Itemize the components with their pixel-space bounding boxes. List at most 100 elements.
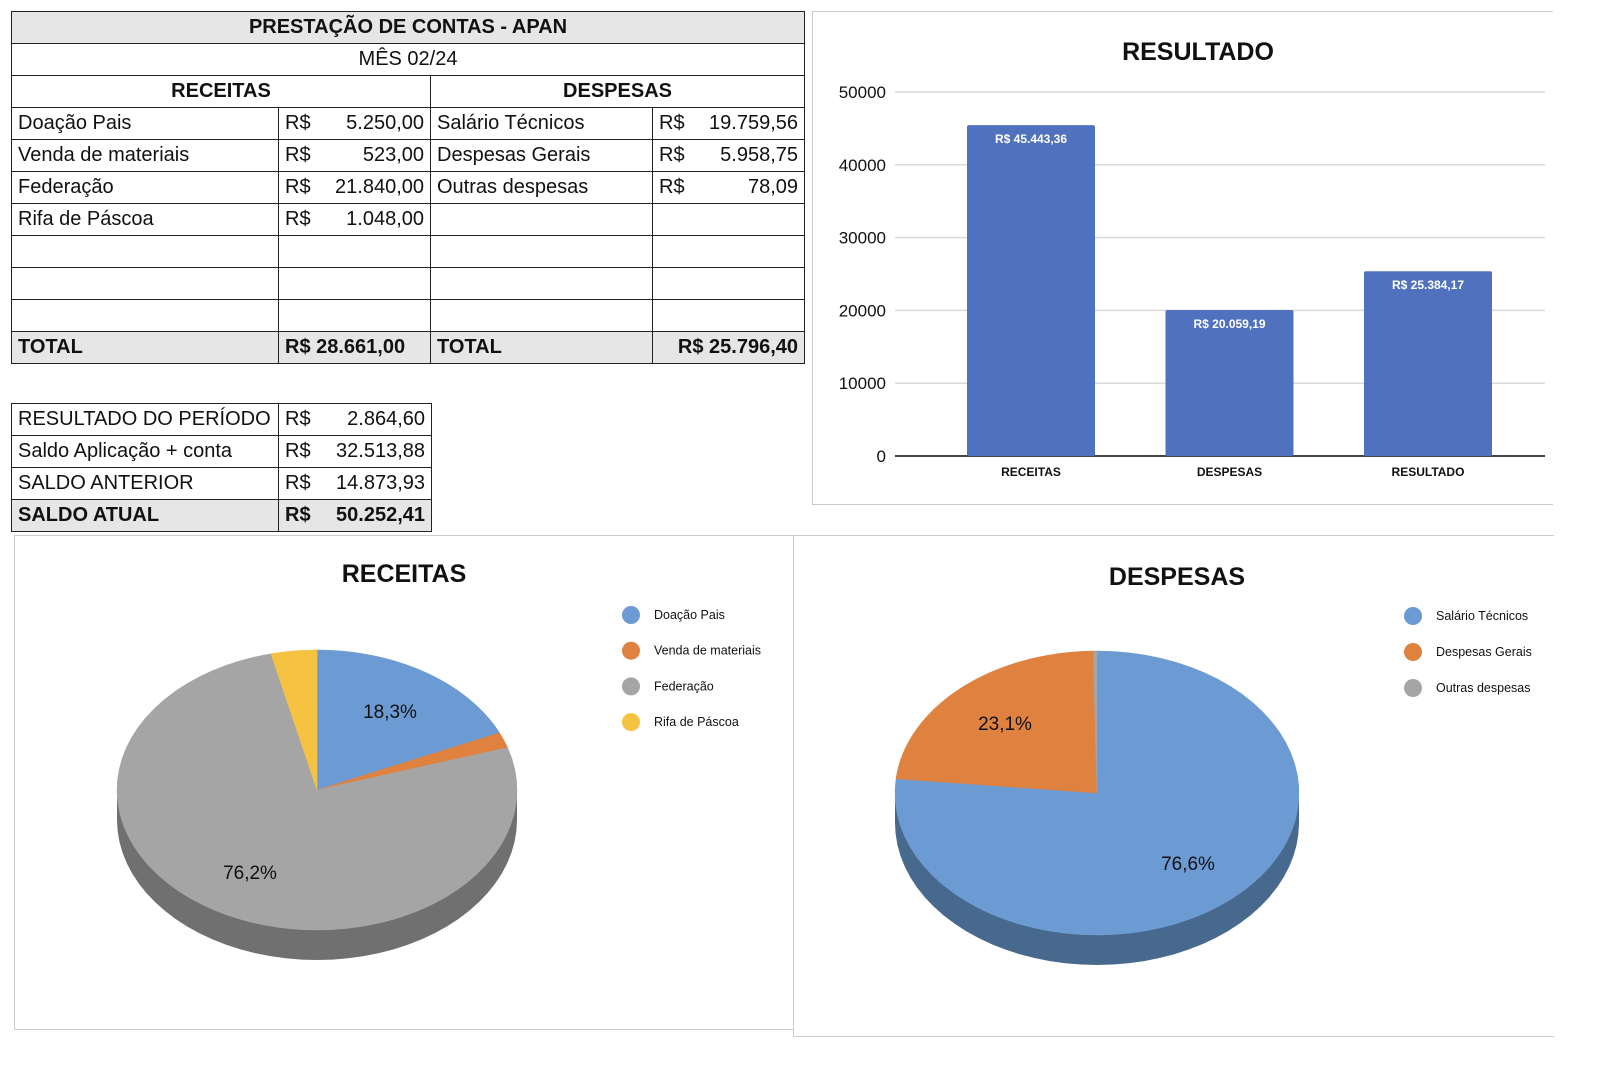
legend-label: Despesas Gerais bbox=[1436, 645, 1532, 659]
pie-slice-side bbox=[117, 790, 517, 960]
currency-symbol: R$ bbox=[285, 112, 311, 134]
summary-table: RESULTADO DO PERÍODO R$ 2.864,60 Saldo Apli… bbox=[11, 403, 432, 532]
currency-symbol: R$ bbox=[659, 144, 685, 166]
despesa-value bbox=[651, 203, 806, 236]
amount: 32.513,88 bbox=[336, 440, 425, 462]
currency-symbol: R$ bbox=[659, 176, 685, 198]
legend-marker bbox=[1404, 679, 1422, 697]
legend-marker bbox=[1404, 643, 1422, 661]
summary-label: RESULTADO DO PERÍODO bbox=[11, 403, 279, 436]
y-tick-label: 10000 bbox=[839, 374, 886, 393]
amount: 21.840,00 bbox=[335, 176, 424, 198]
month-label: MÊS 02/24 bbox=[10, 43, 806, 76]
summary-label: SALDO ANTERIOR bbox=[11, 467, 279, 500]
legend-label: Doação Pais bbox=[654, 608, 725, 622]
bar-chart-title: RESULTADO bbox=[1122, 38, 1274, 66]
amount: 78,09 bbox=[747, 176, 799, 198]
accounts-table: PRESTAÇÃO DE CONTAS - APAN MÊS 02/24 REC… bbox=[10, 11, 806, 364]
legend-label: Outras despesas bbox=[1436, 681, 1531, 695]
summary-value: R$ 32.513,88 bbox=[278, 435, 432, 468]
amount: 5.958,75 bbox=[720, 144, 799, 166]
pie-slice bbox=[894, 650, 1300, 936]
despesa-value: R$ 78,09 bbox=[651, 171, 806, 204]
total-despesas-value: R$ 25.796,40 bbox=[651, 331, 806, 364]
currency-symbol: R$ bbox=[285, 408, 311, 430]
pie-slice bbox=[116, 653, 518, 931]
receita-label: Rifa de Páscoa bbox=[11, 203, 279, 236]
pie-slice bbox=[316, 649, 500, 791]
summary-row: Saldo Aplicação + conta R$ 32.513,88 bbox=[11, 435, 432, 468]
amount: 1.048,00 bbox=[346, 208, 424, 230]
bar-data-label: R$ 20.059,19 bbox=[1193, 317, 1265, 331]
amount: 2.864,60 bbox=[347, 408, 425, 430]
amount: 19.759,56 bbox=[709, 112, 799, 134]
currency-symbol: R$ bbox=[285, 472, 311, 494]
pie-slice-side bbox=[895, 793, 1299, 965]
receita-label: Doação Pais bbox=[11, 107, 279, 140]
pie-data-label: 23,1% bbox=[978, 714, 1032, 735]
amount: 5.250,00 bbox=[346, 112, 424, 134]
bar bbox=[967, 125, 1095, 457]
summary-value: R$ 50.252,41 bbox=[278, 499, 432, 532]
total-receitas-label: TOTAL bbox=[11, 331, 279, 364]
legend-label: Salário Técnicos bbox=[1436, 609, 1528, 623]
total-despesas-label: TOTAL bbox=[430, 331, 653, 364]
x-tick-label: DESPESAS bbox=[1197, 465, 1262, 479]
amount: 523,00 bbox=[362, 144, 424, 166]
total-receitas-value: R$ 28.661,00 bbox=[278, 331, 431, 364]
despesa-value: R$ 5.958,75 bbox=[651, 139, 806, 172]
summary-value: R$ 2.864,60 bbox=[278, 403, 432, 436]
currency-symbol: R$ bbox=[285, 144, 311, 166]
summary-row: SALDO ATUAL R$ 50.252,41 bbox=[11, 499, 432, 532]
legend-marker bbox=[622, 677, 640, 696]
summary-value: R$ 14.873,93 bbox=[278, 467, 432, 500]
y-tick-label: 20000 bbox=[839, 301, 886, 320]
legend-label: Venda de materiais bbox=[654, 644, 761, 658]
pie-slice bbox=[1092, 650, 1098, 794]
legend-marker bbox=[622, 606, 640, 624]
receita-label: Venda de materiais bbox=[11, 139, 279, 172]
amount: 14.873,93 bbox=[336, 472, 425, 494]
table-row: Doação Pais R$ 5.250,00 Salário Técnicos R$ 1… bbox=[11, 107, 806, 140]
table-row bbox=[11, 267, 806, 300]
despesa-label: Despesas Gerais bbox=[430, 139, 653, 172]
legend-marker bbox=[622, 713, 640, 732]
summary-label: SALDO ATUAL bbox=[11, 499, 279, 532]
bar bbox=[1165, 309, 1294, 456]
legend-marker bbox=[1404, 607, 1422, 625]
pie-slice bbox=[895, 650, 1098, 794]
receita-value bbox=[278, 235, 431, 268]
y-tick-label: 40000 bbox=[839, 156, 886, 175]
receitas-header: RECEITAS bbox=[11, 75, 431, 108]
amount: 50.252,41 bbox=[336, 504, 425, 526]
bar bbox=[1364, 271, 1492, 456]
currency-symbol: R$ bbox=[285, 504, 311, 526]
pie-slice bbox=[270, 649, 318, 791]
y-tick-label: 50000 bbox=[839, 83, 886, 102]
pie-data-label: 76,6% bbox=[1161, 854, 1215, 875]
receita-label: Federação bbox=[11, 171, 279, 204]
receita-label bbox=[11, 235, 279, 268]
x-tick-label: RECEITAS bbox=[1001, 465, 1061, 479]
pie-slice bbox=[316, 732, 508, 791]
pie-data-label: 76,2% bbox=[223, 863, 277, 884]
legend-label: Federação bbox=[654, 679, 714, 693]
pie-data-label: 18,3% bbox=[363, 702, 417, 723]
legend-marker bbox=[622, 641, 640, 660]
pie-title: RECEITAS bbox=[342, 560, 467, 588]
summary-row: RESULTADO DO PERÍODO R$ 2.864,60 bbox=[11, 403, 432, 436]
bar-data-label: R$ 25.384,17 bbox=[1392, 278, 1464, 292]
table-row: Federação R$ 21.840,00 Outras despesas R$ 78,… bbox=[11, 171, 806, 204]
receita-label bbox=[11, 299, 279, 332]
legend-label: Rifa de Páscoa bbox=[654, 715, 739, 729]
currency-symbol: R$ bbox=[659, 112, 685, 134]
despesa-label: Salário Técnicos bbox=[430, 107, 653, 140]
summary-label: Saldo Aplicação + conta bbox=[11, 435, 279, 468]
receita-value: R$ 21.840,00 bbox=[278, 171, 431, 204]
table-row: Venda de materiais R$ 523,00 Despesas Gerai… bbox=[11, 139, 806, 172]
currency-symbol: R$ bbox=[285, 208, 311, 230]
pie-title: DESPESAS bbox=[1109, 563, 1245, 591]
y-tick-label: 30000 bbox=[839, 229, 886, 248]
currency-symbol: R$ bbox=[285, 176, 311, 198]
